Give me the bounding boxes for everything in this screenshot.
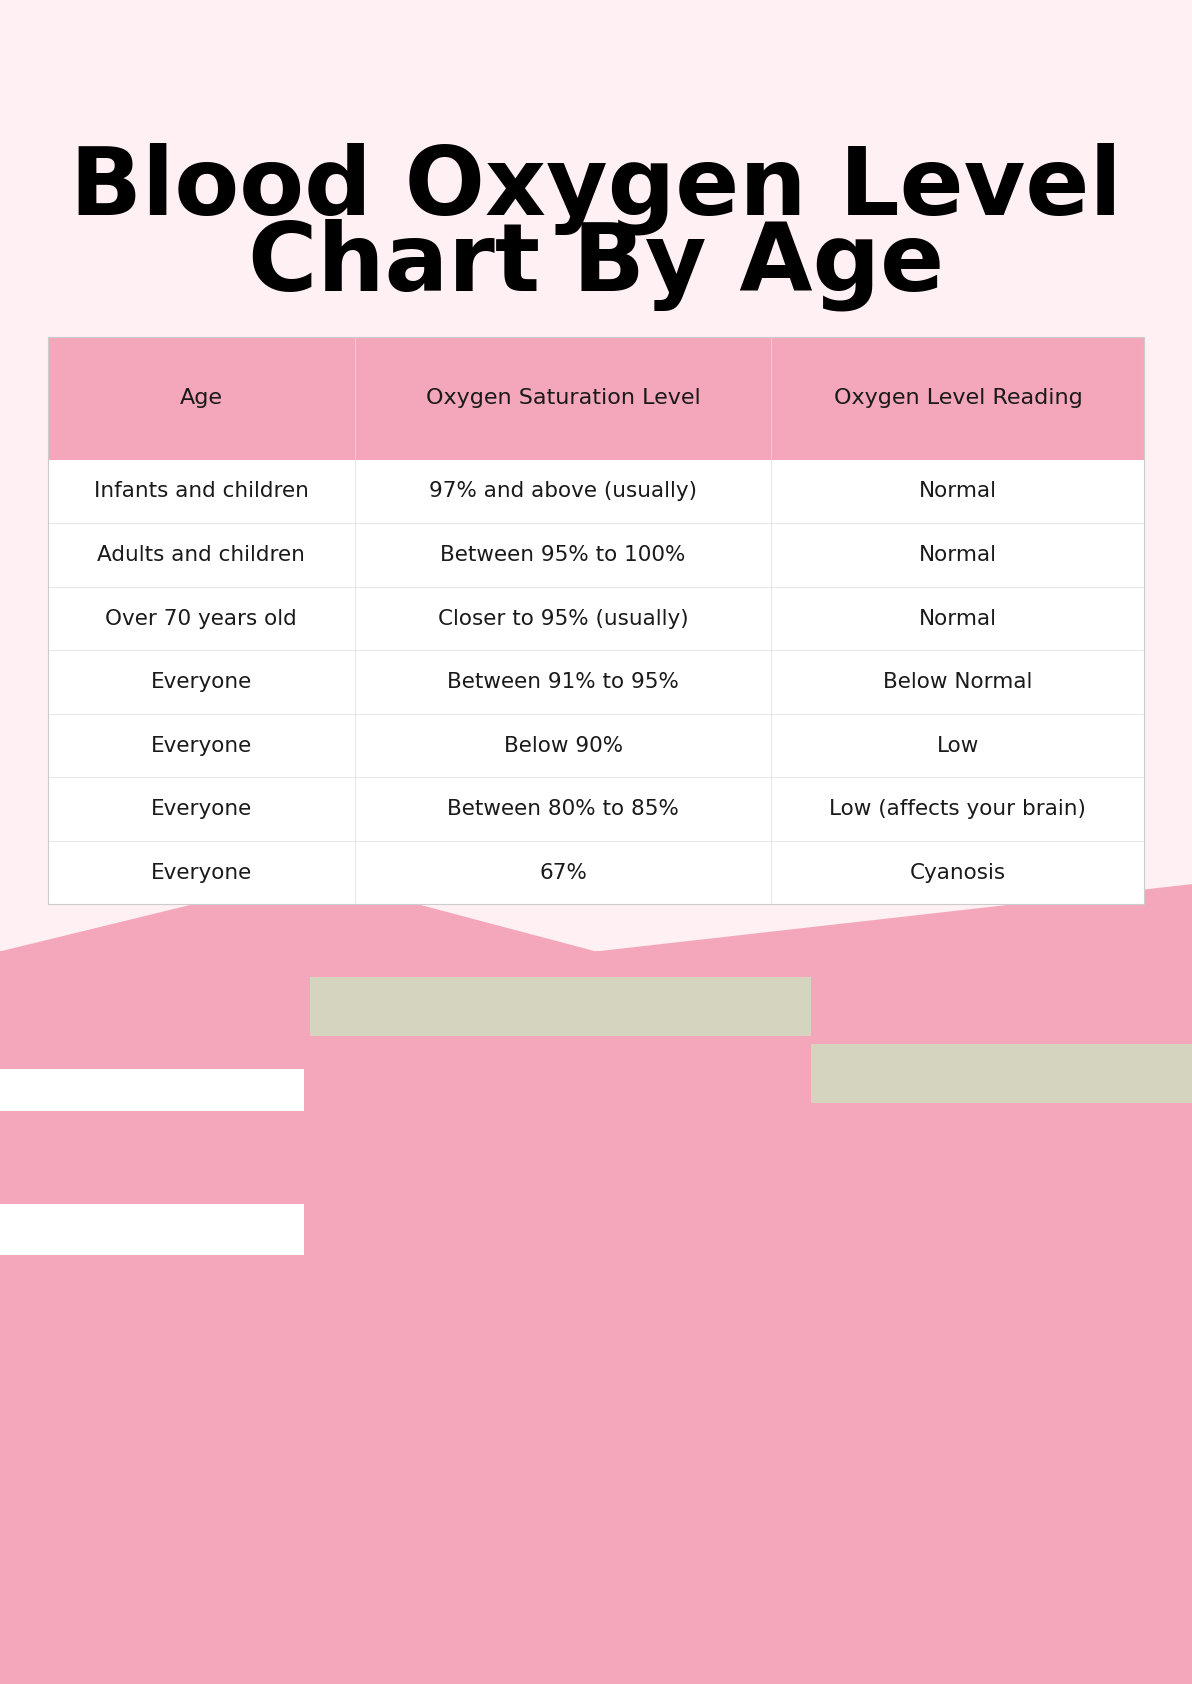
Text: Normal: Normal	[919, 608, 997, 628]
Text: Between 91% to 95%: Between 91% to 95%	[447, 672, 679, 692]
Text: Closer to 95% (usually): Closer to 95% (usually)	[437, 608, 689, 628]
Text: 67%: 67%	[539, 862, 586, 882]
Polygon shape	[0, 1069, 304, 1111]
Bar	[48, 337, 1144, 904]
Text: Below Normal: Below Normal	[883, 672, 1032, 692]
Text: Oxygen Level Reading: Oxygen Level Reading	[833, 389, 1082, 408]
Text: 97% and above (usually): 97% and above (usually)	[429, 482, 697, 502]
Text: Everyone: Everyone	[150, 798, 252, 818]
Bar	[0, 951, 1192, 1684]
Text: Everyone: Everyone	[150, 672, 252, 692]
Text: Low: Low	[937, 736, 979, 756]
Polygon shape	[811, 1044, 1192, 1103]
Text: Between 80% to 85%: Between 80% to 85%	[447, 798, 679, 818]
Text: Below 90%: Below 90%	[503, 736, 622, 756]
Text: Cyanosis: Cyanosis	[909, 862, 1006, 882]
Bar	[48, 337, 1144, 904]
Text: Between 95% to 100%: Between 95% to 100%	[440, 546, 685, 566]
Text: Everyone: Everyone	[150, 862, 252, 882]
Text: Oxygen Saturation Level: Oxygen Saturation Level	[426, 389, 701, 408]
Text: Infants and children: Infants and children	[94, 482, 309, 502]
Text: Low (affects your brain): Low (affects your brain)	[830, 798, 1086, 818]
Polygon shape	[0, 876, 1192, 951]
Text: Blood Oxygen Level: Blood Oxygen Level	[70, 143, 1122, 234]
Bar	[48, 337, 1144, 460]
Text: Everyone: Everyone	[150, 736, 252, 756]
Text: Adults and children: Adults and children	[98, 546, 305, 566]
Text: Normal: Normal	[919, 546, 997, 566]
Text: Normal: Normal	[919, 482, 997, 502]
Polygon shape	[0, 1204, 304, 1255]
Text: Age: Age	[180, 389, 223, 408]
Polygon shape	[310, 977, 811, 1036]
Text: Chart By Age: Chart By Age	[248, 219, 944, 310]
Text: Over 70 years old: Over 70 years old	[105, 608, 297, 628]
